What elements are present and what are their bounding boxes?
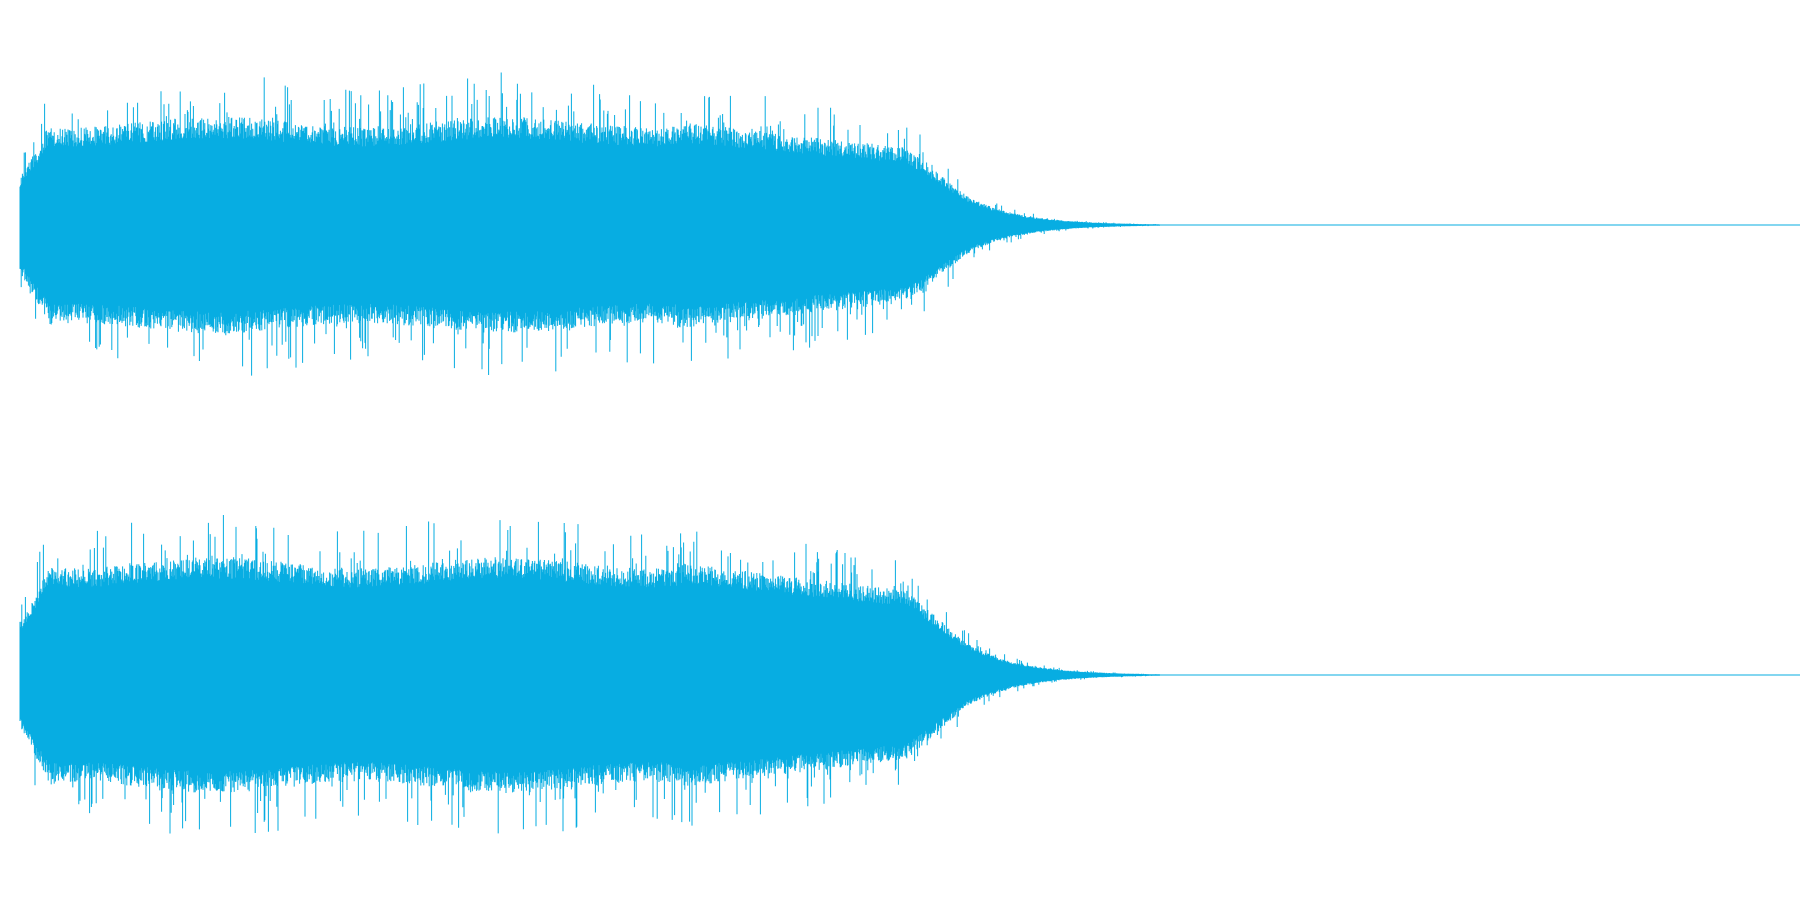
waveform bbox=[19, 72, 1160, 376]
waveform bbox=[19, 515, 1160, 834]
